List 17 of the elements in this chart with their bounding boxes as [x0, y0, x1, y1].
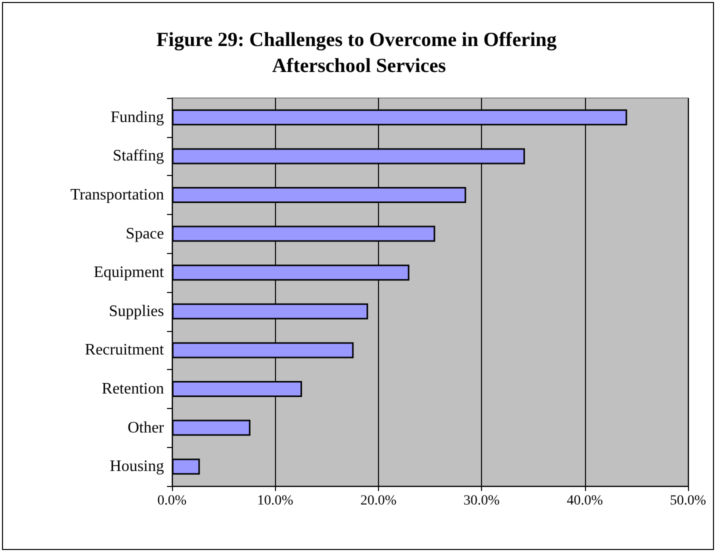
x-tick-label: 20.0%: [360, 494, 397, 508]
y-tick-label: Recruitment: [84, 342, 165, 359]
x-tick-label: 50.0%: [670, 494, 706, 508]
y-tick-label: Transportation: [70, 186, 164, 204]
chart-title: Figure 29: Challenges to Overcome in Offering Afterschool Services: [156, 29, 562, 77]
y-tick-label: Staffing: [112, 148, 164, 165]
y-tick-label: Space: [126, 225, 164, 242]
y-tick-label: Equipment: [94, 264, 165, 282]
y-tick-label: Retention: [102, 380, 164, 398]
x-tick-label: 40.0%: [566, 494, 604, 508]
x-tick-label: 0.0%: [157, 494, 187, 508]
x-tick-label: 10.0%: [257, 494, 294, 508]
y-tick-label: Housing: [110, 458, 164, 476]
x-tick-label: 30.0%: [464, 494, 500, 508]
y-tick-label: Supplies: [108, 302, 164, 320]
y-tick-label: Funding: [110, 108, 164, 126]
y-tick-label: Other: [128, 419, 165, 436]
